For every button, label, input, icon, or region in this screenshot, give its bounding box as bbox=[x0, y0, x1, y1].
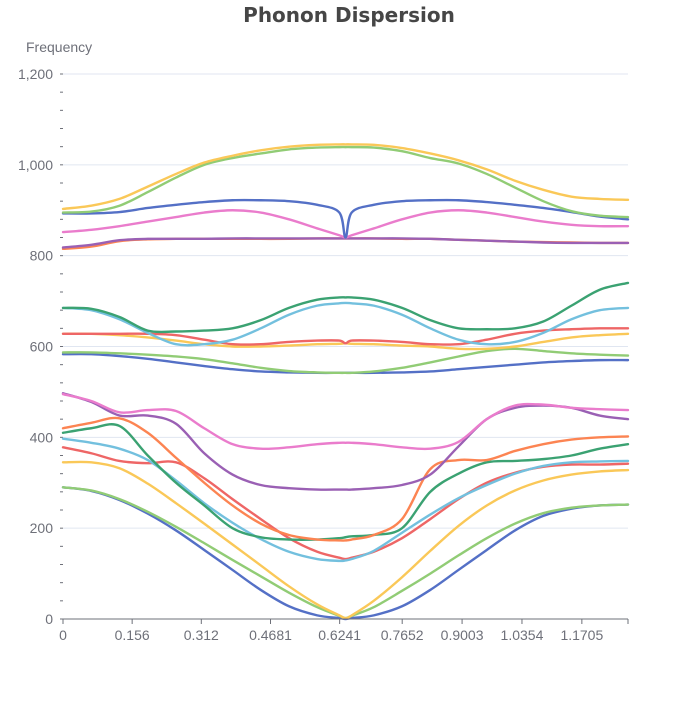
series-line-12 bbox=[61, 327, 630, 346]
series-line-2 bbox=[61, 460, 630, 620]
series-line-6 bbox=[61, 416, 630, 542]
y-tick-label-5: 1,000 bbox=[18, 157, 53, 173]
x-tick-label-6: 0.9003 bbox=[441, 627, 484, 643]
series-line-19 bbox=[61, 145, 630, 219]
y-tick-label-3: 600 bbox=[30, 339, 54, 355]
y-tick-label-2: 400 bbox=[30, 429, 54, 445]
x-tick-label-5: 0.7652 bbox=[381, 627, 424, 643]
series-line-10 bbox=[61, 347, 630, 375]
series-line-9 bbox=[61, 352, 630, 375]
y-tick-labels: 0 200 400 600 800 1,000 1,200 bbox=[18, 66, 53, 627]
series-line-18 bbox=[61, 198, 630, 239]
series-lines bbox=[61, 143, 630, 621]
x-tick-label-8: 1.1705 bbox=[560, 627, 603, 643]
series-line-1 bbox=[61, 486, 630, 620]
y-axis-name: Frequency bbox=[26, 39, 92, 55]
grid-lines bbox=[63, 73, 628, 529]
chart-title: Phonon Dispersion bbox=[243, 3, 455, 27]
series-line-20 bbox=[61, 143, 630, 211]
series-line-8 bbox=[61, 392, 630, 451]
y-tick-label-6: 1,200 bbox=[18, 66, 53, 82]
x-tick-label-2: 0.312 bbox=[184, 627, 219, 643]
x-tick-label-1: 0.156 bbox=[115, 627, 150, 643]
axes bbox=[62, 618, 629, 624]
series-line-5 bbox=[61, 423, 630, 541]
series-line-13 bbox=[61, 301, 630, 347]
series-line-7 bbox=[61, 392, 630, 491]
series-line-17 bbox=[61, 209, 630, 239]
x-tick-label-0: 0 bbox=[59, 627, 67, 643]
x-tick-label-7: 1.0354 bbox=[501, 627, 544, 643]
x-tick-label-3: 0.4681 bbox=[249, 627, 292, 643]
y-tick-label-4: 800 bbox=[30, 248, 54, 264]
x-tick-label-4: 0.6241 bbox=[318, 627, 361, 643]
y-tick-label-0: 0 bbox=[45, 611, 53, 627]
series-line-3 bbox=[61, 446, 630, 561]
series-line-14 bbox=[61, 281, 630, 334]
series-line-16 bbox=[61, 237, 630, 249]
series-line-0 bbox=[61, 486, 630, 621]
y-minor-ticks bbox=[60, 73, 63, 620]
y-tick-label-1: 200 bbox=[30, 520, 54, 536]
x-tick-labels: 0 0.156 0.312 0.4681 0.6241 0.7652 0.9003 1.035… bbox=[59, 627, 603, 643]
